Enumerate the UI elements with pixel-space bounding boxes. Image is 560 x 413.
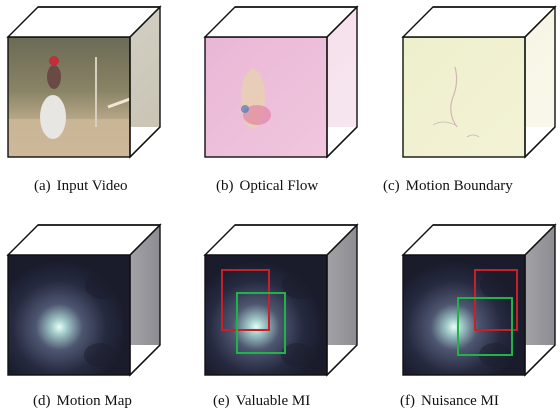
caption-a: (a) Input Video — [34, 177, 128, 195]
red-box — [474, 269, 518, 331]
green-box — [236, 292, 286, 354]
caption-text-b: Optical Flow — [239, 178, 319, 194]
caption-text-e: Valuable MI — [235, 393, 311, 409]
caption-label-b: (b) — [216, 178, 234, 194]
caption-text-a: Input Video — [56, 178, 128, 194]
video-horse — [40, 95, 66, 139]
map-dark-spot-2 — [281, 343, 313, 367]
cube-bottom-edge — [129, 344, 161, 376]
flow-dot — [241, 105, 249, 113]
caption-text-d: Motion Map — [56, 393, 132, 409]
cube-bottom-edge — [524, 344, 556, 376]
video-helmet — [49, 56, 59, 66]
cube-bottom-edge — [326, 126, 358, 158]
green-box — [457, 297, 513, 356]
cube-bottom-edge — [326, 344, 358, 376]
cube-a — [6, 5, 162, 159]
video-rail — [107, 97, 131, 109]
cube-bottom-edge — [524, 126, 556, 158]
cube-d — [6, 223, 162, 377]
caption-e: (e) Valuable MI — [213, 392, 310, 410]
map-dark-spot — [282, 271, 318, 299]
caption-b: (b) Optical Flow — [216, 177, 318, 195]
cube-c — [401, 5, 557, 159]
boundary-edge-2 — [432, 121, 456, 126]
caption-label-a: (a) — [34, 178, 51, 194]
red-box — [221, 269, 270, 331]
cube-f — [401, 223, 557, 377]
caption-f: (f) Nuisance MI — [400, 392, 499, 410]
flow-blob-2 — [243, 105, 271, 125]
map-dark-spot-2 — [84, 343, 116, 367]
map-dark-spot — [85, 271, 121, 299]
caption-label-d: (d) — [33, 393, 51, 409]
boundary-edge-3 — [466, 134, 480, 138]
video-rider — [47, 65, 61, 89]
caption-text-c: Motion Boundary — [405, 178, 513, 194]
cube-front-face — [205, 37, 327, 157]
map-dark-spot — [480, 271, 516, 299]
boundary-edge — [450, 66, 458, 128]
cube-bottom-edge — [129, 126, 161, 158]
cube-b — [203, 5, 359, 159]
caption-label-e: (e) — [213, 393, 230, 409]
video-ground — [8, 119, 130, 157]
caption-d: (d) Motion Map — [33, 392, 132, 410]
caption-c: (c) Motion Boundary — [383, 177, 513, 195]
caption-label-c: (c) — [383, 178, 400, 194]
cube-front-face — [403, 37, 525, 157]
caption-label-f: (f) — [400, 393, 415, 409]
cube-e — [203, 223, 359, 377]
caption-text-f: Nuisance MI — [421, 393, 499, 409]
